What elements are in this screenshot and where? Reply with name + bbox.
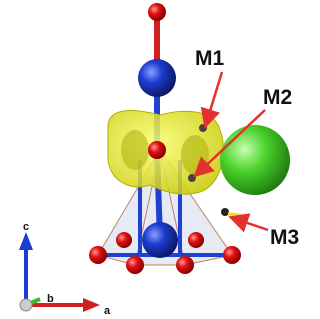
label: M2 [263, 86, 292, 109]
isosurface-hole [181, 135, 209, 175]
atom-o [116, 232, 132, 248]
isosurface [228, 212, 244, 216]
site [199, 124, 207, 132]
atom-o [223, 246, 241, 264]
atom-o [176, 256, 194, 274]
atom-metal [138, 59, 176, 97]
atom-metal [142, 222, 178, 258]
isosurface-hole [121, 130, 149, 170]
axis-label: c [23, 221, 29, 233]
atom-large [220, 125, 290, 195]
label: M3 [270, 226, 299, 249]
site [221, 208, 229, 216]
label: M1 [195, 47, 224, 70]
atom-o [126, 256, 144, 274]
atom-o [148, 3, 166, 21]
atom-o [89, 246, 107, 264]
site [188, 174, 196, 182]
atom-o [148, 141, 166, 159]
axis-label: a [104, 305, 111, 317]
axis-label: b [47, 293, 54, 305]
atom-o [188, 232, 204, 248]
structure-figure: M1 M2 M3 c b a [0, 0, 309, 319]
axes-indicator: c b a [19, 221, 111, 317]
